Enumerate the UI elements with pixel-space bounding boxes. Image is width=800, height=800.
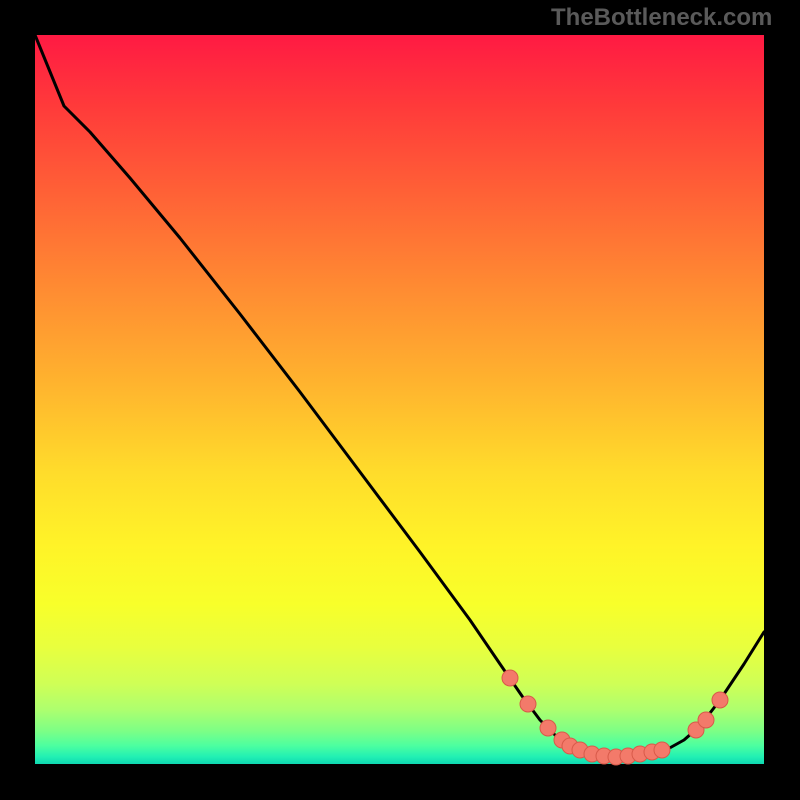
plot-area [35,35,764,764]
data-marker [502,670,518,686]
watermark-text: TheBottleneck.com [551,4,772,32]
data-marker [520,696,536,712]
data-marker [698,712,714,728]
data-marker [654,742,670,758]
chart-canvas [0,0,800,800]
data-marker [712,692,728,708]
data-marker [540,720,556,736]
